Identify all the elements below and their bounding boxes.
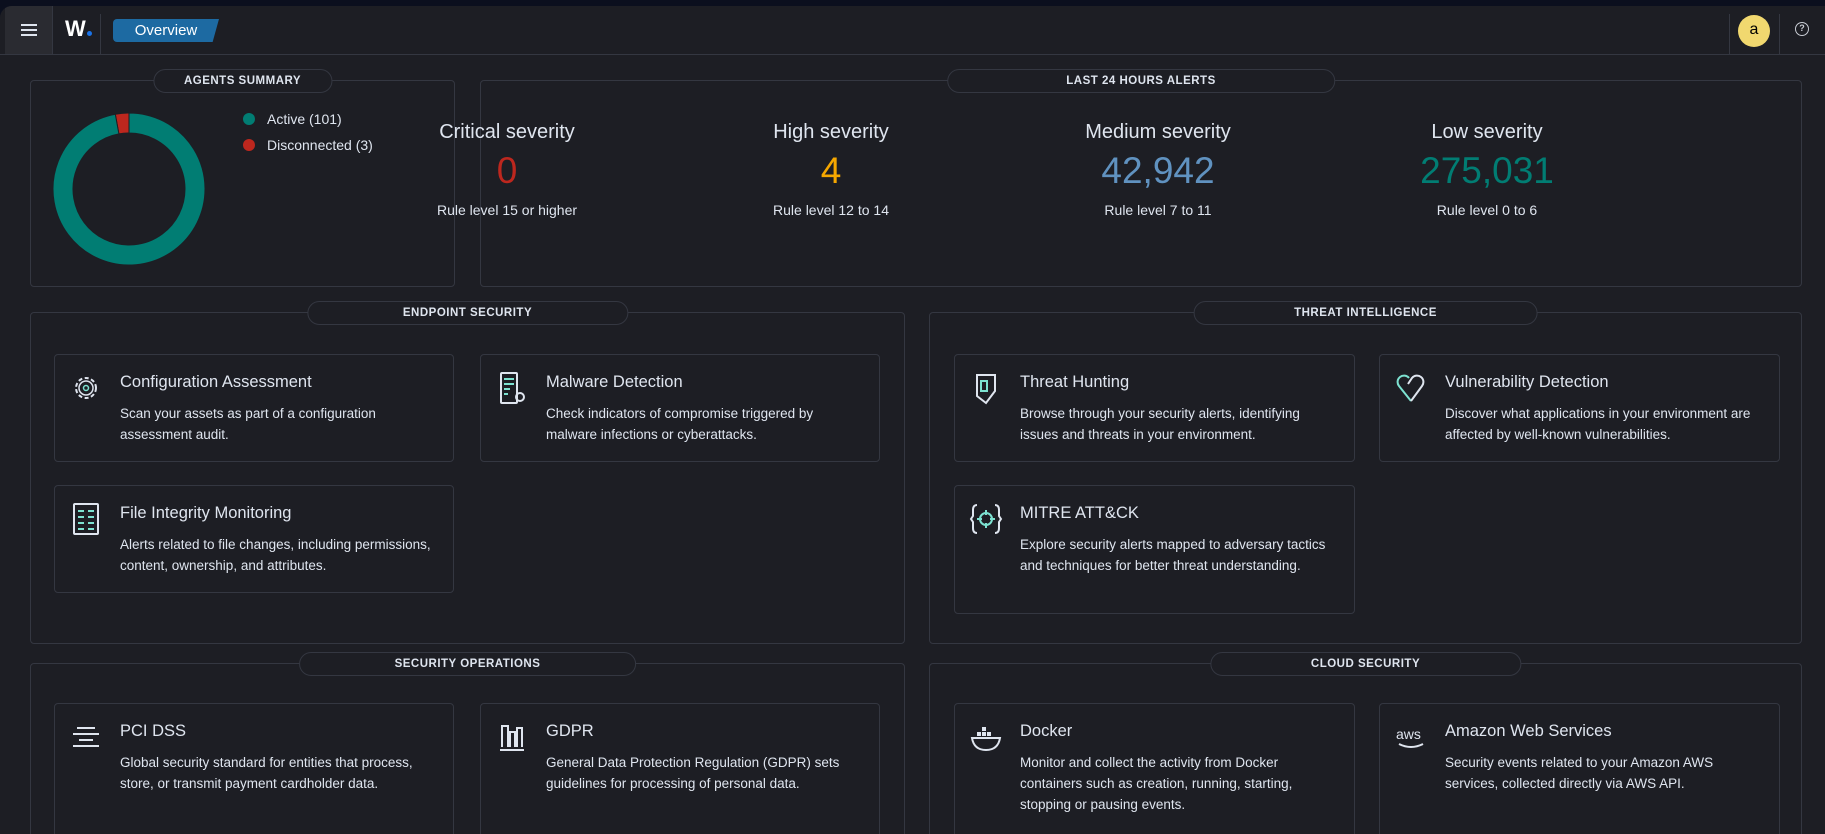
card-description: Security events related to your Amazon A… (1445, 755, 1714, 791)
logo-dot (86, 31, 92, 36)
divider (1729, 14, 1730, 54)
card-title: Threat Hunting (1020, 373, 1130, 391)
card-title: Malware Detection (546, 373, 683, 391)
card-title: Vulnerability Detection (1445, 373, 1609, 391)
card-description: Monitor and collect the activity from Do… (1020, 755, 1293, 812)
avatar[interactable]: a (1738, 15, 1770, 47)
agents-legend: Active (101) Disconnected (3) (243, 111, 373, 163)
legend-active[interactable]: Active (101) (243, 111, 373, 127)
panel-title: CLOUD SECURITY (1209, 652, 1522, 676)
severity-rule: Rule level 7 to 11 (1104, 202, 1212, 218)
severity-title: Medium severity (1085, 121, 1231, 143)
card-title: Docker (1020, 722, 1073, 740)
card-docker[interactable]: Docker Monitor and collect the activity … (954, 703, 1355, 834)
card-description: Global security standard for entities th… (120, 755, 413, 791)
severity-count[interactable]: 4 (820, 150, 842, 191)
agents-summary-panel: AGENTS SUMMARY Active (101) Disconnected… (30, 69, 455, 287)
alerts-panel: LAST 24 HOURS ALERTS Critical severity 0… (437, 69, 1802, 287)
document-gear-icon (500, 372, 525, 404)
legend-disconnected[interactable]: Disconnected (3) (243, 137, 373, 153)
card-description: Discover what applications in your envir… (1445, 406, 1751, 442)
severity-title: Low severity (1431, 121, 1543, 143)
severity-medium[interactable]: Medium severity 42,942 Rule level 7 to 1… (1008, 121, 1308, 218)
panel-title: AGENTS SUMMARY (152, 69, 333, 93)
gdpr-icon (500, 725, 524, 751)
card-vulnerability-detection[interactable]: Vulnerability Detection Discover what ap… (1379, 354, 1780, 462)
card-amazon-web-services[interactable]: aws Amazon Web Services Security events … (1379, 703, 1780, 834)
severity-rule: Rule level 12 to 14 (773, 202, 889, 218)
card-title: PCI DSS (120, 722, 187, 740)
severity-count[interactable]: 275,031 (1420, 150, 1554, 191)
card-configuration-assessment[interactable]: Configuration Assessment Scan your asset… (54, 354, 454, 462)
card-description: Explore security alerts mapped to advers… (1020, 537, 1326, 573)
card-description: Check indicators of compromise triggered… (546, 406, 814, 442)
target-braces-icon (969, 504, 1003, 534)
card-title: File Integrity Monitoring (120, 504, 292, 522)
severity-high[interactable]: High severity 4 Rule level 12 to 14 (681, 121, 981, 218)
severity-title: High severity (773, 121, 889, 143)
active-dot (243, 113, 255, 125)
panel-title: LAST 24 HOURS ALERTS (947, 69, 1335, 93)
donut-slice-active[interactable] (53, 113, 205, 265)
gear-icon (75, 377, 97, 399)
disconnected-dot (243, 139, 255, 151)
panel-title: THREAT INTELLIGENCE (1193, 301, 1538, 325)
menu-icon (20, 24, 37, 36)
file-list-icon (73, 503, 99, 535)
shield-icon (976, 374, 996, 405)
menu-button[interactable] (5, 6, 53, 54)
severity-critical[interactable]: Critical severity 0 Rule level 15 or hig… (357, 121, 657, 218)
card-threat-hunting[interactable]: Threat Hunting Browse through your secur… (954, 354, 1355, 462)
aws-icon: aws (1396, 726, 1424, 748)
card-description: Scan your assets as part of a configurat… (120, 406, 376, 442)
agents-donut-chart (53, 113, 205, 265)
divider (1779, 14, 1780, 54)
card-malware-detection[interactable]: Malware Detection Check indicators of co… (480, 354, 880, 462)
card-description: Alerts related to file changes, includin… (120, 537, 431, 573)
card-title: Amazon Web Services (1445, 722, 1612, 740)
card-mitre-att-ck[interactable]: MITRE ATT&CK Explore security alerts map… (954, 485, 1355, 614)
svg-text:aws: aws (1396, 726, 1421, 742)
panel-title: ENDPOINT SECURITY (306, 301, 629, 325)
severity-count[interactable]: 42,942 (1101, 150, 1215, 191)
severity-count[interactable]: 0 (496, 150, 518, 191)
card-file-integrity-monitoring[interactable]: File Integrity Monitoring Alerts related… (54, 485, 454, 593)
card-description: General Data Protection Regulation (GDPR… (546, 755, 840, 791)
card-title: GDPR (546, 722, 594, 740)
top-header: W Overview a ? (0, 6, 1825, 55)
card-pci-dss[interactable]: PCI DSS Global security standard for ent… (54, 703, 454, 834)
help-icon[interactable]: ? (1795, 22, 1809, 36)
app: W Overview a ? AGENTS SUMMARY Active (10… (0, 6, 1825, 834)
card-title: Configuration Assessment (120, 373, 312, 391)
severity-rule: Rule level 0 to 6 (1436, 202, 1538, 218)
severity-low[interactable]: Low severity 275,031 Rule level 0 to 6 (1337, 121, 1637, 218)
divider (100, 14, 101, 54)
severity-title: Critical severity (439, 121, 575, 143)
broken-heart-icon (1396, 374, 1425, 402)
breadcrumb-overview[interactable]: Overview (113, 19, 219, 42)
panel-title: SECURITY OPERATIONS (298, 652, 637, 676)
card-description: Browse through your security alerts, ide… (1020, 406, 1300, 442)
severity-rule: Rule level 15 or higher (436, 202, 578, 218)
card-gdpr[interactable]: GDPR General Data Protection Regulation … (480, 703, 880, 834)
logo[interactable]: W (65, 16, 92, 42)
card-title: MITRE ATT&CK (1020, 504, 1139, 522)
docker-icon (970, 727, 1002, 752)
pci-icon (73, 727, 99, 747)
